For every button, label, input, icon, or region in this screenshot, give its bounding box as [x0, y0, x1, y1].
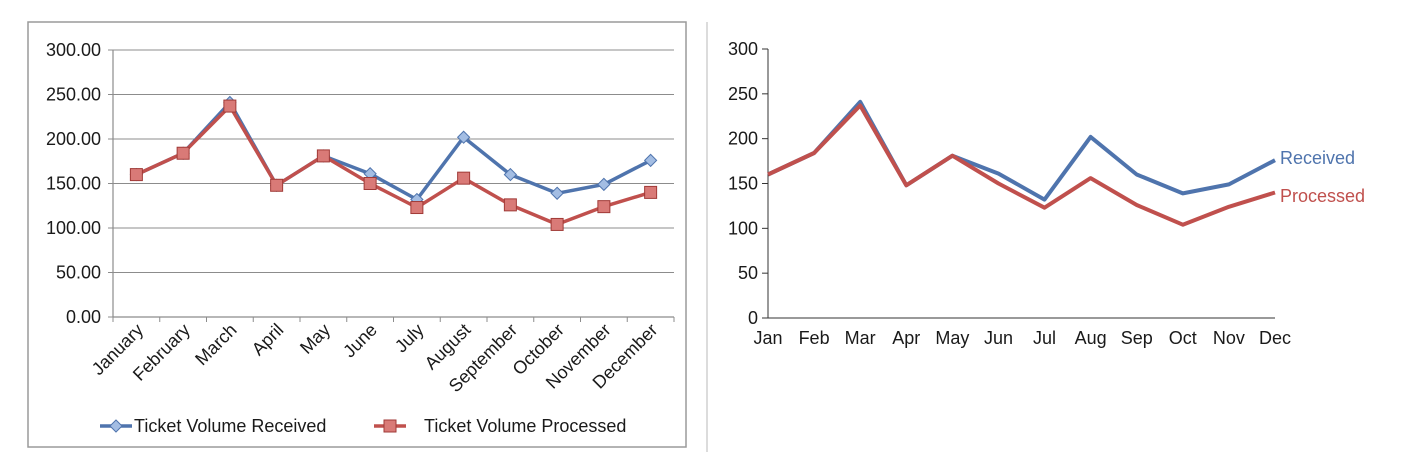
data-point-received [550, 186, 564, 200]
y-tick-label: 0 [748, 308, 758, 328]
x-tick-label: Feb [799, 328, 830, 348]
y-tick-label: 200.00 [46, 129, 101, 149]
x-tick-label: Apr [892, 328, 920, 348]
left-chart-axes [108, 49, 675, 322]
data-point-processed [457, 171, 471, 185]
x-tick-label: Jan [753, 328, 782, 348]
x-tick-label: Mar [845, 328, 876, 348]
y-tick-label: 100.00 [46, 218, 101, 238]
left-chart-gridlines [113, 49, 674, 273]
x-tick-label: Aug [1075, 328, 1107, 348]
left-chart-y-tick-labels: 0.00 50.00 100.00 150.00 200.00 250.00 300.00 [46, 40, 101, 327]
y-tick-label: 150.00 [46, 174, 101, 194]
data-point-received [597, 177, 611, 192]
right-chart-direct-labels: Received Processed [1280, 148, 1365, 206]
series-line [767, 103, 1276, 227]
y-tick-label: 100 [728, 218, 758, 238]
legend-label-processed: Ticket Volume Processed [424, 416, 626, 436]
series-line [135, 104, 652, 227]
data-point-processed [363, 177, 377, 190]
data-point-processed [270, 178, 284, 192]
y-tick-label: 0.00 [66, 307, 101, 327]
left-chart-legend: Ticket Volume Received Ticket Volume Pro… [100, 416, 626, 436]
data-point-processed [503, 198, 517, 212]
x-tick-label: Nov [1213, 328, 1245, 348]
data-point-received [456, 130, 471, 144]
right-chart-axes [762, 48, 1275, 319]
data-point-processed [176, 146, 190, 160]
y-tick-label: 300.00 [46, 40, 101, 60]
series-line [135, 100, 652, 202]
legend-square-marker [383, 419, 397, 433]
right-chart-x-tick-labels: Jan Feb Mar Apr May Jun Jul Aug Sep Oct Nov Dec [753, 328, 1291, 348]
legend-label-received: Ticket Volume Received [134, 416, 326, 436]
legend-diamond-marker [109, 419, 123, 433]
data-point-received [503, 167, 518, 182]
right-chart-series [767, 99, 1276, 227]
y-tick-label: 300 [728, 39, 758, 59]
data-point-processed [644, 185, 658, 199]
data-point-processed [129, 168, 143, 182]
x-tick-label: Jul [1033, 328, 1056, 348]
x-tick-label: May [935, 328, 969, 348]
left-chart-frame [27, 21, 687, 448]
right-chart-y-tick-labels: 0 50 100 150 200 250 300 [728, 39, 758, 328]
y-tick-label: 250 [728, 84, 758, 104]
data-point-received [643, 153, 658, 168]
series-line [767, 99, 1276, 202]
y-tick-label: 150 [728, 174, 758, 194]
y-tick-label: 250.00 [46, 85, 101, 105]
legend-item-received: Ticket Volume Received [100, 416, 326, 436]
x-tick-label: Dec [1259, 328, 1291, 348]
left-chart-series [129, 95, 658, 231]
data-point-processed [316, 149, 330, 163]
y-tick-label: 50.00 [56, 263, 101, 283]
x-tick-label: Oct [1169, 328, 1197, 348]
legend-item-processed: Ticket Volume Processed [374, 416, 626, 436]
y-tick-label: 50 [738, 263, 758, 283]
series-label-processed: Processed [1280, 186, 1365, 206]
x-tick-label: Jun [984, 328, 1013, 348]
y-tick-label: 200 [728, 129, 758, 149]
data-point-processed [410, 201, 424, 215]
x-tick-label: Sep [1121, 328, 1153, 348]
data-point-processed [550, 217, 564, 231]
data-point-processed [597, 200, 611, 214]
data-point-processed [223, 99, 237, 113]
series-label-received: Received [1280, 148, 1355, 168]
